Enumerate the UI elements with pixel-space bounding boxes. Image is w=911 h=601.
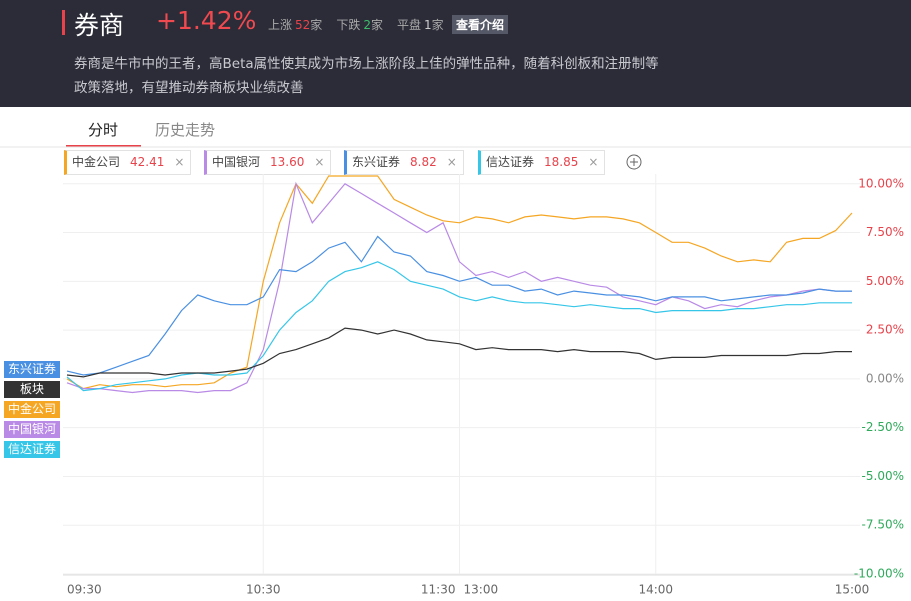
chip-price: 18.85 [544,155,579,169]
chip: 东兴证券 8.82 × [344,150,464,175]
series-tag: 板块 [4,381,60,398]
description: 政策落地，有望推动券商板块业绩改善 [74,80,304,96]
change: +1.42% [156,6,257,35]
x-tick-label: 09:30 [67,583,102,597]
chip: 信达证券 18.85 × [478,150,606,175]
series-tag: 中国银河 [4,421,60,438]
series-line [66,327,852,378]
y-tick-label: 0.00% [866,371,904,385]
stat-label: 下跌 [336,18,361,32]
y-tick-label: 2.50% [866,323,904,337]
chip-price: 42.41 [130,155,165,169]
series-line [66,235,852,376]
series-tag: 东兴证券 [4,361,60,378]
intro-button[interactable]: 查看介绍 [452,15,509,34]
stat-label: 平盘 [396,18,421,32]
stat-count: 2 [363,18,371,32]
y-tick-label: 7.50% [866,225,904,239]
stat-count: 52 [295,18,311,32]
x-tick-label: 15:00 [835,583,870,597]
series-line [66,175,853,390]
stat-label: 上涨 [268,18,293,32]
chip-name: 东兴证券 [352,155,401,169]
x-tick-label: 11:30 [421,583,456,597]
tab[interactable]: 分时 [88,121,119,139]
chip: 中国银河 13.60 × [204,150,332,175]
chip: 中金公司 42.41 × [64,150,192,175]
chip-name: 信达证券 [486,155,535,169]
chip-close[interactable]: × [446,155,457,169]
stat-unit: 家 [310,18,323,32]
stat: 下跌 2家 [336,18,383,32]
y-tick-label: -5.00% [862,469,904,483]
y-tick-label: -2.50% [862,420,904,434]
tab[interactable]: 历史走势 [155,121,216,139]
y-tick-label: -10.00% [854,567,904,581]
chip-name: 中国银河 [212,155,261,169]
stat-unit: 家 [370,18,383,32]
y-tick-label: 10.00% [858,176,904,190]
series-tag: 中金公司 [4,401,60,418]
title: 券商 [74,11,125,40]
add-icon[interactable] [626,154,642,170]
y-tick-label: -7.50% [862,518,904,532]
stat-unit: 家 [431,18,444,32]
stat-count: 1 [424,18,432,32]
x-tick-label: 10:30 [246,583,281,597]
tab-underline [66,145,141,147]
chip-close[interactable]: × [174,155,185,169]
stat: 上涨 52家 [268,18,322,32]
x-tick-label: 13:00 [464,583,499,597]
series-line [66,181,852,394]
chip-price: 13.60 [270,155,305,169]
y-tick-label: 5.00% [866,274,904,288]
chip-price: 8.82 [410,155,437,169]
accent-bar [62,10,65,35]
description: 券商是牛市中的王者，高Beta属性使其成为市场上涨阶段上佳的弹性品种，随着科创板… [74,56,659,72]
stats: 上涨 52家 下跌 2家 平盘 1家 [268,16,458,33]
chip-close[interactable]: × [588,155,599,169]
series-tag: 信达证券 [4,441,60,458]
x-tick-label: 14:00 [638,583,673,597]
chip-name: 中金公司 [72,155,121,169]
stat: 平盘 1家 [397,18,444,32]
chip-close[interactable]: × [314,155,325,169]
